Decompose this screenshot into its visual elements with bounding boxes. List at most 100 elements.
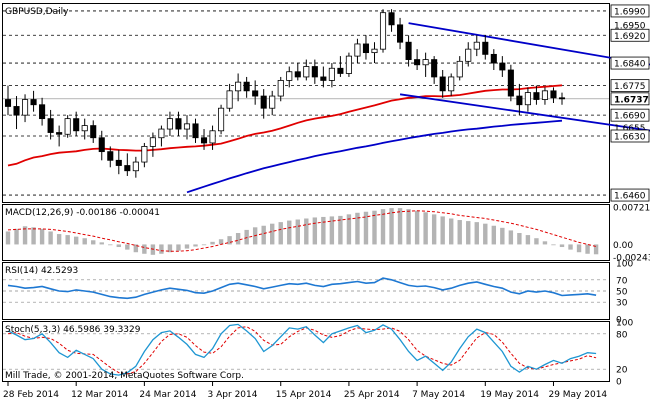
macd-bar: [551, 244, 556, 246]
macd-bar: [380, 209, 386, 245]
price-tick-label: 1.6950: [614, 21, 646, 31]
candle: [260, 95, 267, 109]
price-tick-label: 1.6655: [614, 124, 646, 134]
stoch-tick-label: 0: [616, 378, 622, 388]
macd-bar: [278, 222, 283, 245]
price-tick-label: 1.6840: [614, 60, 646, 70]
candle: [56, 132, 63, 135]
stoch-panel: [2, 321, 610, 382]
candle: [200, 137, 208, 144]
macd-plot: [5, 208, 599, 255]
macd-title: MACD(12,26,9) -0.00186 -0.00041: [5, 208, 160, 218]
macd-tick-label: -0.00243: [613, 254, 650, 264]
macd-bar: [346, 214, 352, 245]
x-tick-label: 25 Apr 2014: [344, 390, 400, 400]
macd-bar: [201, 244, 207, 246]
macd-bar: [534, 238, 539, 245]
candle: [107, 151, 114, 161]
price-tick-label: 1.6990: [614, 7, 646, 17]
candle: [192, 123, 199, 139]
candle: [524, 92, 531, 106]
macd-bar: [261, 225, 266, 245]
stoch-tick-label: 100: [616, 319, 633, 329]
candle: [379, 12, 387, 50]
candle: [166, 118, 173, 130]
macd-bar: [5, 231, 11, 245]
price-box: [610, 79, 650, 93]
rsi-panel: [2, 262, 610, 320]
candle: [371, 48, 378, 54]
macd-bar: [568, 244, 573, 250]
x-tick-label: 12 Mar 2014: [71, 390, 128, 400]
macd-bar: [363, 211, 369, 245]
macd-bar: [244, 229, 249, 245]
macd-bar: [48, 231, 53, 245]
macd-bar: [65, 235, 70, 245]
macd-bar: [321, 216, 326, 245]
macd-bar: [304, 218, 309, 245]
macd-bar: [593, 244, 599, 255]
trendline-1: [399, 93, 650, 132]
price-box: [610, 129, 650, 143]
candle: [252, 90, 259, 97]
candle: [354, 43, 361, 57]
candle: [388, 12, 395, 26]
macd-bar: [508, 230, 514, 245]
candle: [482, 41, 489, 55]
candle: [73, 118, 80, 132]
rsi-tick-label: 100: [616, 260, 633, 270]
price-box: [610, 56, 650, 70]
candle: [235, 81, 242, 92]
stoch-title: Stoch(5,3,3) 46.5986 39.3329: [5, 325, 141, 335]
macd-bar: [116, 244, 121, 248]
candle: [286, 71, 293, 81]
macd-bar: [150, 244, 156, 255]
candle: [149, 137, 156, 147]
copyright-watermark: Mill Trade, © 2001-2014, MetaQuotes Soft…: [5, 371, 244, 381]
candle: [405, 41, 412, 60]
price-tick-label: 1.6737: [614, 95, 649, 105]
candle: [183, 123, 191, 130]
candle: [303, 66, 310, 78]
macd-bar: [99, 242, 104, 245]
x-tick-label: 19 May 2014: [480, 390, 539, 400]
macd-bar: [91, 240, 96, 245]
macd-bar: [483, 223, 488, 245]
macd-bar: [329, 216, 335, 245]
macd-bar: [491, 225, 497, 245]
price-tick-label: 1.6460: [614, 192, 646, 202]
price-box: [610, 108, 650, 122]
x-tick-label: 24 Mar 2014: [139, 390, 196, 400]
candle: [397, 24, 404, 43]
macd-bar: [287, 220, 292, 245]
macd-bar: [218, 239, 224, 245]
candle: [439, 76, 446, 92]
price-box: [610, 28, 650, 42]
macd-bar: [406, 209, 411, 245]
candle: [269, 95, 276, 109]
macd-bar: [457, 220, 462, 245]
price-tick-label: 1.6690: [614, 112, 646, 122]
candle: [294, 71, 301, 78]
candle: [490, 53, 497, 64]
candle: [226, 90, 233, 109]
macd-bar: [500, 227, 505, 245]
candle: [448, 76, 455, 92]
macd-bar: [73, 236, 79, 245]
current-price-box: [610, 92, 650, 106]
macd-bar: [414, 210, 420, 245]
candle: [175, 118, 182, 130]
stoch-tick-label: 20: [616, 366, 628, 376]
macd-bar: [431, 214, 437, 245]
candle: [337, 67, 344, 74]
price-box: [610, 188, 650, 202]
macd-bar: [585, 244, 590, 254]
candle: [516, 95, 523, 106]
macd-tick-label: 0.00: [613, 241, 633, 251]
macd-bar: [210, 241, 215, 245]
macd-bar: [142, 244, 147, 254]
rsi-tick-label: 70: [616, 276, 628, 286]
macd-bar: [125, 244, 130, 250]
macd-bar: [235, 233, 241, 245]
